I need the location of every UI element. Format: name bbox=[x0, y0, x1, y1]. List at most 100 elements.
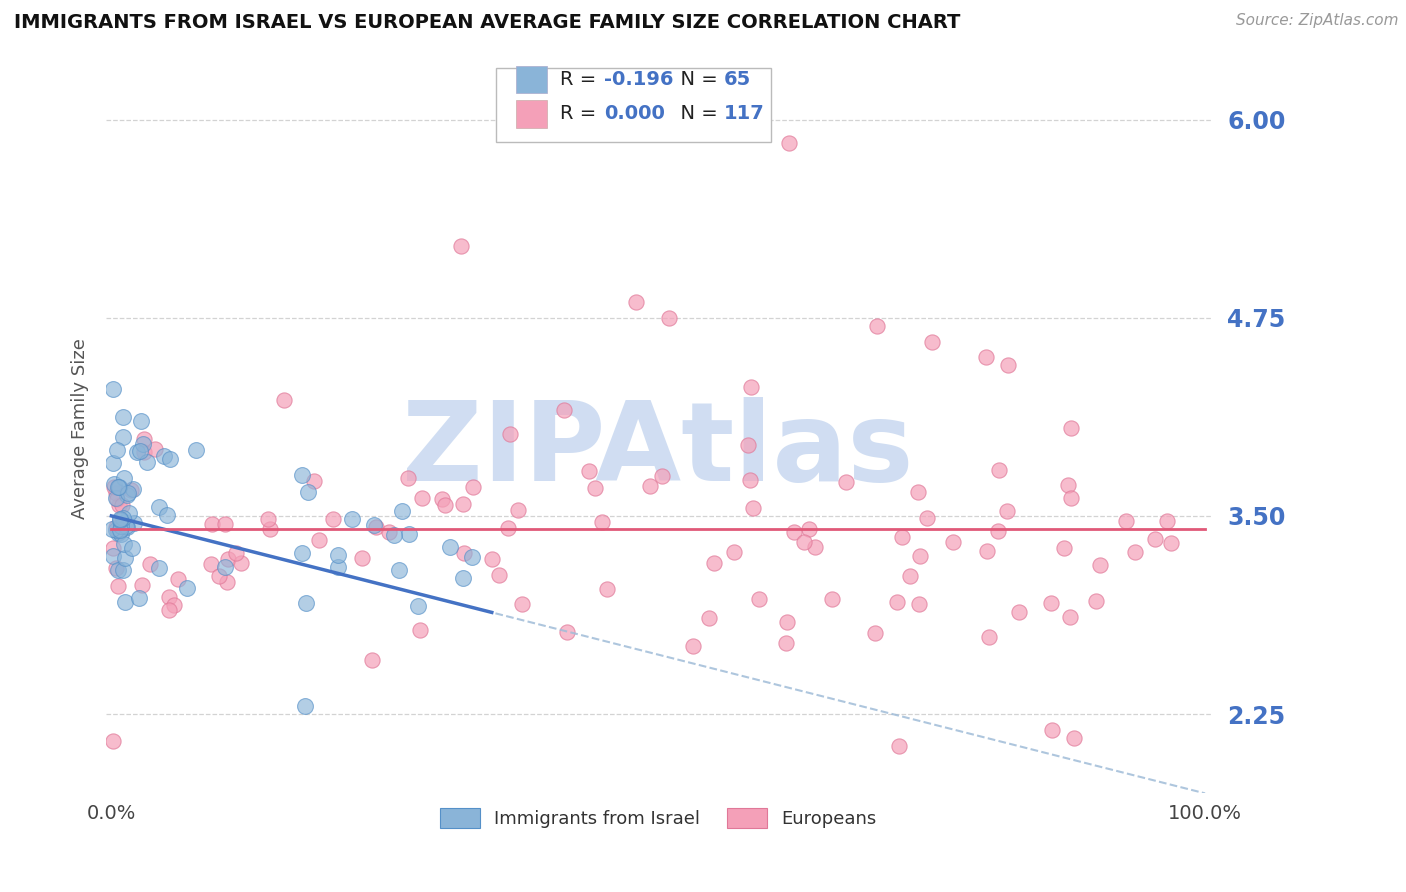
Point bbox=[1060, 421, 1083, 435]
Text: -0.196: -0.196 bbox=[605, 70, 673, 89]
Point bbox=[488, 568, 510, 582]
Point bbox=[1063, 731, 1085, 745]
Point bbox=[481, 551, 503, 566]
Point bbox=[1059, 610, 1081, 624]
Point bbox=[215, 574, 238, 589]
Point bbox=[308, 533, 330, 547]
Point bbox=[121, 541, 143, 556]
Point bbox=[793, 534, 815, 549]
Point bbox=[118, 506, 141, 520]
Legend: Immigrants from Israel, Europeans: Immigrants from Israel, Europeans bbox=[433, 801, 884, 836]
Point bbox=[110, 523, 132, 537]
Point bbox=[451, 497, 474, 511]
Point bbox=[132, 432, 155, 446]
Point bbox=[697, 611, 720, 625]
Point bbox=[112, 470, 135, 484]
Point bbox=[1156, 515, 1178, 529]
Point bbox=[1143, 532, 1166, 546]
Point bbox=[384, 528, 406, 542]
Point bbox=[453, 571, 475, 585]
Point bbox=[129, 414, 152, 428]
Point bbox=[110, 518, 132, 533]
Point bbox=[821, 592, 844, 607]
Point bbox=[398, 526, 420, 541]
FancyBboxPatch shape bbox=[516, 65, 547, 94]
Point bbox=[1057, 478, 1080, 492]
Point bbox=[101, 456, 124, 470]
Point bbox=[778, 136, 800, 151]
Point bbox=[1090, 558, 1112, 572]
Point bbox=[273, 392, 295, 407]
Point bbox=[976, 544, 998, 558]
Point bbox=[450, 239, 472, 253]
Point bbox=[997, 359, 1019, 373]
Point bbox=[775, 615, 797, 629]
Point bbox=[366, 520, 388, 534]
Point bbox=[1115, 514, 1137, 528]
Point bbox=[363, 517, 385, 532]
Point bbox=[115, 519, 138, 533]
Point bbox=[139, 557, 162, 571]
Point bbox=[114, 515, 136, 529]
Point bbox=[439, 540, 461, 554]
Point bbox=[105, 485, 128, 500]
Point bbox=[134, 445, 156, 459]
Point bbox=[658, 310, 681, 325]
Point bbox=[553, 403, 575, 417]
Point bbox=[340, 511, 363, 525]
Point bbox=[866, 318, 889, 333]
FancyBboxPatch shape bbox=[516, 100, 547, 128]
Point bbox=[103, 734, 125, 748]
Point bbox=[101, 522, 124, 536]
Point bbox=[433, 498, 456, 512]
Point bbox=[107, 480, 129, 494]
Point bbox=[974, 351, 997, 365]
Point bbox=[107, 526, 129, 541]
Point bbox=[112, 563, 135, 577]
Text: ZIPAtlas: ZIPAtlas bbox=[402, 397, 914, 504]
Point bbox=[155, 508, 177, 523]
Point bbox=[1160, 536, 1182, 550]
Point bbox=[583, 481, 606, 495]
Point bbox=[651, 468, 673, 483]
Point bbox=[740, 380, 762, 394]
Point bbox=[110, 512, 132, 526]
Point bbox=[748, 591, 770, 606]
Point bbox=[148, 561, 170, 575]
Point bbox=[214, 560, 236, 574]
Point bbox=[411, 491, 433, 505]
Point bbox=[578, 464, 600, 478]
Point bbox=[208, 569, 231, 583]
Point bbox=[108, 513, 131, 527]
Text: R =: R = bbox=[560, 70, 602, 89]
Point bbox=[463, 480, 485, 494]
Point bbox=[159, 451, 181, 466]
Point bbox=[1039, 596, 1062, 610]
Point bbox=[406, 599, 429, 614]
Point bbox=[908, 549, 931, 563]
Point bbox=[294, 699, 316, 714]
Point bbox=[295, 595, 318, 609]
Point bbox=[104, 520, 127, 534]
Point bbox=[291, 467, 314, 482]
Point bbox=[112, 409, 135, 424]
Point bbox=[105, 442, 128, 457]
Point bbox=[225, 546, 247, 560]
Point bbox=[214, 516, 236, 531]
Point bbox=[112, 511, 135, 525]
Point bbox=[103, 481, 125, 495]
Point bbox=[988, 462, 1011, 476]
Point bbox=[995, 504, 1018, 518]
Point bbox=[115, 488, 138, 502]
Point bbox=[103, 476, 125, 491]
Text: Source: ZipAtlas.com: Source: ZipAtlas.com bbox=[1236, 13, 1399, 29]
Point bbox=[105, 523, 128, 537]
Point bbox=[723, 545, 745, 559]
Point bbox=[148, 500, 170, 514]
Point bbox=[326, 560, 349, 574]
Point bbox=[783, 525, 806, 540]
Point bbox=[742, 501, 765, 516]
Text: N =: N = bbox=[668, 104, 724, 123]
Text: 117: 117 bbox=[723, 104, 763, 123]
Point bbox=[740, 473, 762, 487]
